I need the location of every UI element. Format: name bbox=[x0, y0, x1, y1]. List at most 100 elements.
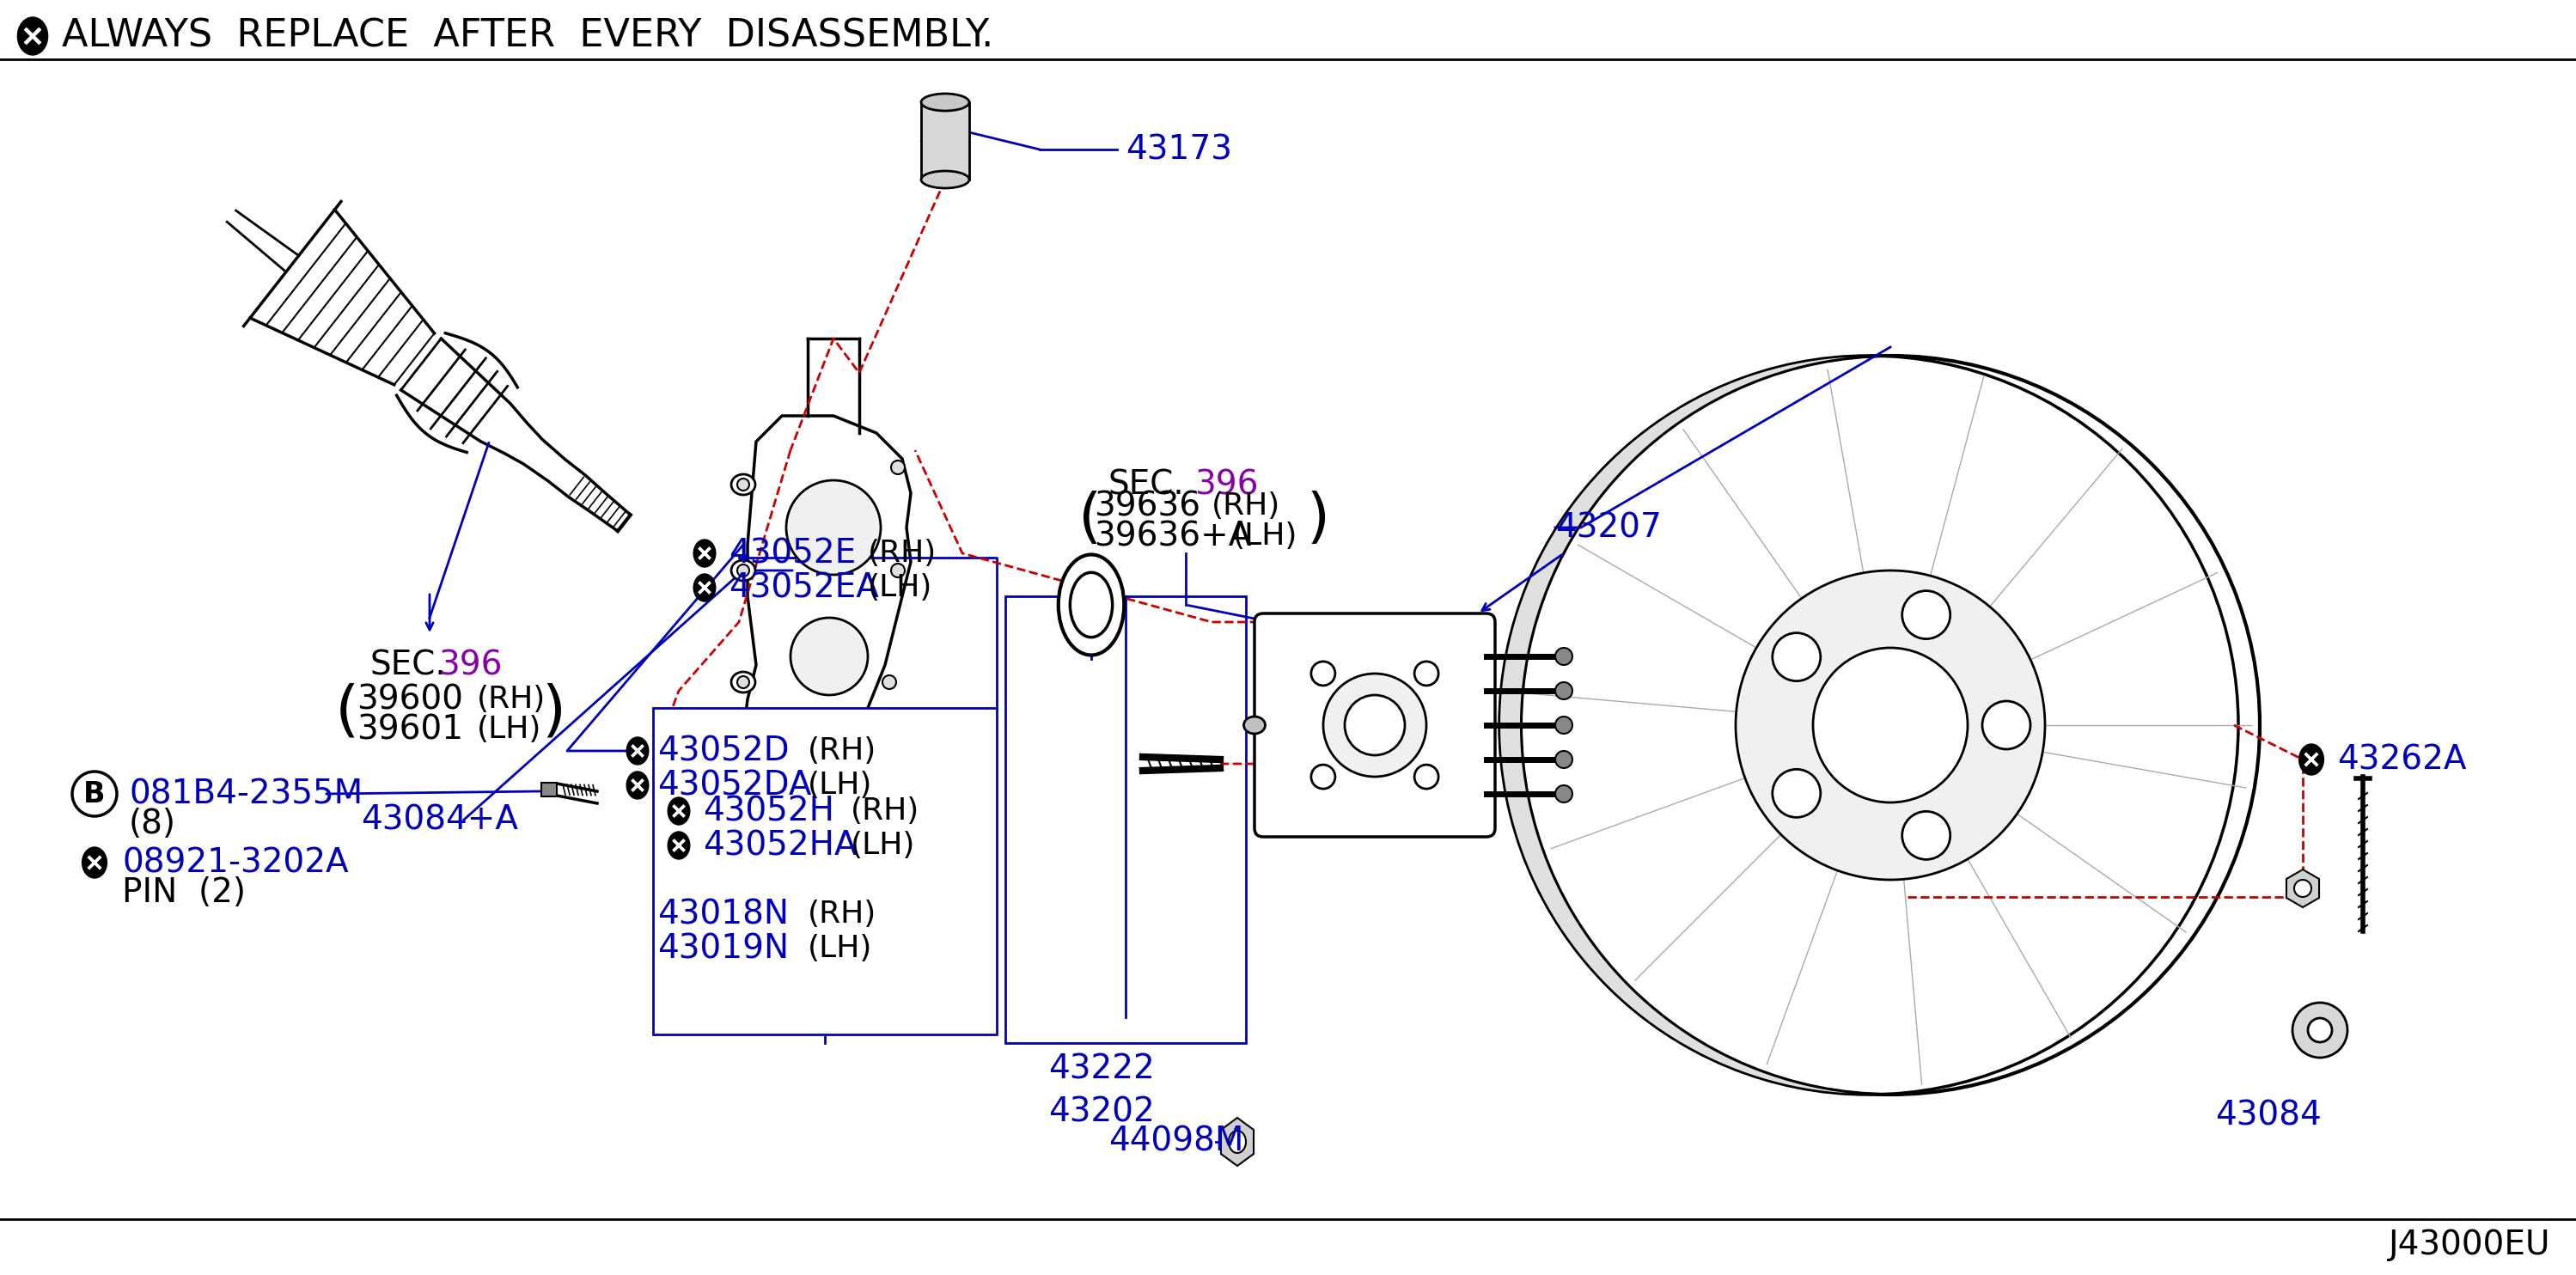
Circle shape bbox=[1814, 648, 1968, 802]
Bar bbox=[1005, 597, 1247, 1043]
Circle shape bbox=[1311, 662, 1334, 686]
Circle shape bbox=[1414, 765, 1437, 789]
Circle shape bbox=[1772, 769, 1821, 817]
Circle shape bbox=[1901, 590, 1950, 639]
Bar bbox=[922, 102, 969, 180]
Circle shape bbox=[1324, 673, 1427, 776]
Text: 08921-3202A: 08921-3202A bbox=[121, 847, 348, 878]
Text: (RH): (RH) bbox=[809, 900, 876, 928]
Ellipse shape bbox=[626, 737, 649, 765]
Ellipse shape bbox=[693, 539, 716, 567]
Circle shape bbox=[1556, 682, 1571, 700]
Circle shape bbox=[1311, 765, 1334, 789]
Text: (RH): (RH) bbox=[1211, 491, 1280, 520]
Ellipse shape bbox=[693, 574, 716, 602]
Circle shape bbox=[1345, 695, 1404, 755]
Ellipse shape bbox=[732, 560, 755, 581]
Circle shape bbox=[786, 481, 881, 575]
Circle shape bbox=[1520, 356, 2259, 1094]
Text: ): ) bbox=[1306, 490, 1329, 548]
Text: 43052E: 43052E bbox=[729, 537, 855, 570]
Polygon shape bbox=[1221, 1118, 1255, 1165]
Circle shape bbox=[1556, 717, 1571, 733]
Ellipse shape bbox=[732, 672, 755, 692]
Text: 43018N: 43018N bbox=[657, 898, 788, 931]
Text: (: ( bbox=[335, 682, 361, 742]
Polygon shape bbox=[2287, 870, 2318, 908]
Circle shape bbox=[1901, 811, 1950, 859]
Text: J43000EU: J43000EU bbox=[2388, 1229, 2550, 1261]
Text: (RH): (RH) bbox=[850, 797, 920, 826]
Text: (LH): (LH) bbox=[868, 572, 933, 602]
Text: 081B4-2355M: 081B4-2355M bbox=[129, 778, 363, 810]
Text: 39601: 39601 bbox=[355, 713, 464, 746]
Polygon shape bbox=[1499, 356, 1891, 1094]
Text: (RH): (RH) bbox=[809, 736, 876, 765]
Ellipse shape bbox=[922, 171, 969, 189]
Circle shape bbox=[891, 460, 904, 474]
Text: (RH): (RH) bbox=[477, 685, 546, 714]
Bar bbox=[654, 708, 997, 1034]
Ellipse shape bbox=[82, 847, 106, 878]
Ellipse shape bbox=[2298, 745, 2324, 775]
Ellipse shape bbox=[18, 17, 49, 55]
Text: 43052EA: 43052EA bbox=[729, 571, 878, 604]
Text: 43084: 43084 bbox=[2215, 1100, 2321, 1132]
Polygon shape bbox=[739, 416, 912, 802]
Text: 396: 396 bbox=[438, 649, 502, 681]
Circle shape bbox=[1984, 701, 2030, 750]
Circle shape bbox=[2295, 880, 2311, 898]
Circle shape bbox=[791, 618, 868, 695]
Text: 43084+A: 43084+A bbox=[361, 803, 518, 836]
Text: 39636+A: 39636+A bbox=[1095, 520, 1252, 552]
Bar bbox=[541, 783, 556, 797]
Text: (LH): (LH) bbox=[809, 770, 873, 799]
Text: (LH): (LH) bbox=[850, 831, 914, 861]
Text: 43207: 43207 bbox=[1556, 511, 1662, 544]
Circle shape bbox=[737, 676, 750, 689]
Circle shape bbox=[2293, 1002, 2347, 1058]
FancyBboxPatch shape bbox=[1255, 613, 1494, 836]
Text: 44098M: 44098M bbox=[1108, 1126, 1244, 1158]
Text: 43173: 43173 bbox=[1126, 133, 1231, 166]
Text: B: B bbox=[82, 780, 106, 808]
Text: ): ) bbox=[541, 682, 567, 742]
Ellipse shape bbox=[667, 797, 690, 825]
Text: (LH): (LH) bbox=[809, 933, 873, 963]
Ellipse shape bbox=[922, 93, 969, 111]
Text: (RH): (RH) bbox=[868, 539, 938, 567]
Ellipse shape bbox=[626, 771, 649, 799]
Text: (: ( bbox=[1079, 490, 1103, 548]
Text: (8): (8) bbox=[129, 807, 175, 840]
Circle shape bbox=[1772, 632, 1821, 681]
Text: ALWAYS  REPLACE  AFTER  EVERY  DISASSEMBLY.: ALWAYS REPLACE AFTER EVERY DISASSEMBLY. bbox=[62, 18, 994, 55]
Text: 43019N: 43019N bbox=[657, 932, 788, 965]
Text: 43052H: 43052H bbox=[703, 794, 835, 827]
Text: 43052D: 43052D bbox=[657, 734, 788, 768]
Circle shape bbox=[1414, 662, 1437, 686]
Text: 43052DA: 43052DA bbox=[657, 769, 811, 802]
Text: 39600: 39600 bbox=[355, 683, 464, 715]
Ellipse shape bbox=[1229, 1131, 1247, 1153]
Text: 396: 396 bbox=[1195, 468, 1257, 501]
Text: (LH): (LH) bbox=[477, 715, 541, 745]
Ellipse shape bbox=[1244, 717, 1265, 733]
Ellipse shape bbox=[1059, 555, 1123, 655]
Text: (LH): (LH) bbox=[1234, 521, 1298, 551]
Circle shape bbox=[737, 478, 750, 491]
Text: 43262A: 43262A bbox=[2336, 743, 2465, 775]
Text: 43222: 43222 bbox=[1048, 1052, 1154, 1085]
Ellipse shape bbox=[667, 831, 690, 859]
Circle shape bbox=[884, 676, 896, 689]
Ellipse shape bbox=[1069, 572, 1113, 638]
Circle shape bbox=[2308, 1019, 2331, 1042]
Ellipse shape bbox=[732, 474, 755, 495]
Text: PIN  (2): PIN (2) bbox=[121, 876, 245, 909]
Text: SEC.: SEC. bbox=[368, 649, 446, 681]
Circle shape bbox=[1556, 751, 1571, 768]
Circle shape bbox=[793, 736, 840, 784]
Text: 39636: 39636 bbox=[1095, 490, 1200, 523]
Circle shape bbox=[1556, 785, 1571, 802]
Text: SEC.: SEC. bbox=[1108, 468, 1185, 501]
Circle shape bbox=[1736, 570, 2045, 880]
